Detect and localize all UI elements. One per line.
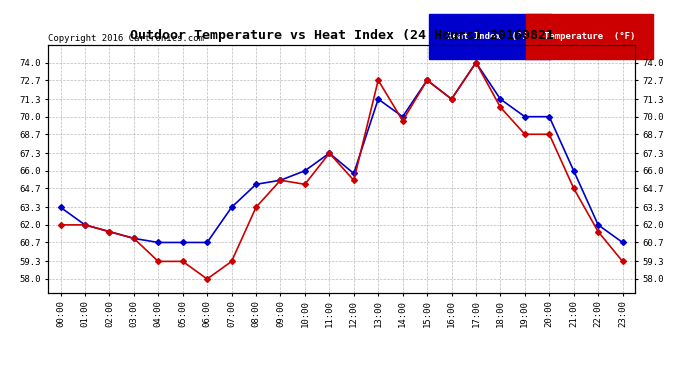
Text: Temperature  (°F): Temperature (°F) (544, 32, 635, 41)
Title: Outdoor Temperature vs Heat Index (24 Hours) 20160821: Outdoor Temperature vs Heat Index (24 Ho… (130, 30, 553, 42)
Text: Copyright 2016 Cartronics.com: Copyright 2016 Cartronics.com (48, 33, 204, 42)
Text: Heat Index  (°F): Heat Index (°F) (447, 32, 533, 41)
